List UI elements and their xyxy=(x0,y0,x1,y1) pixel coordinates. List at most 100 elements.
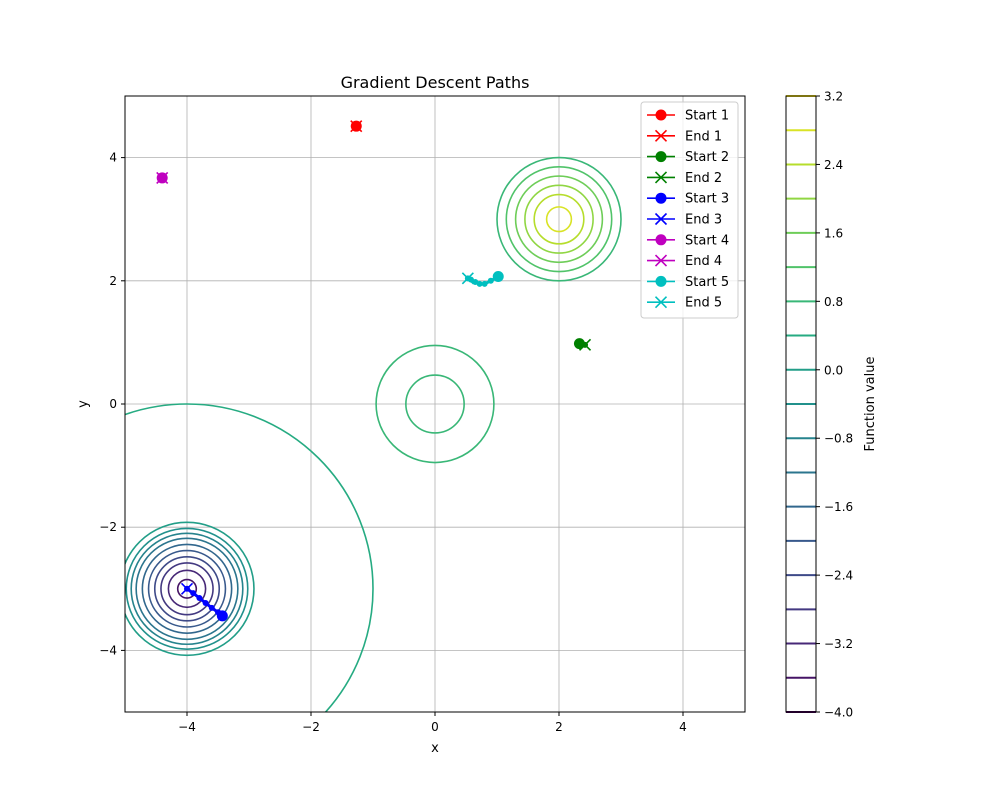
contour-line xyxy=(176,578,198,599)
colorbar-frame xyxy=(785,95,817,713)
start-marker xyxy=(216,610,228,622)
legend-marker-stroke xyxy=(654,212,668,226)
legend-label: End 5 xyxy=(685,296,722,311)
legend-entry: Start 2 xyxy=(647,150,729,165)
colorbar-tick-label: −3.2 xyxy=(824,637,853,651)
x-tick-label: −2 xyxy=(302,720,320,734)
colorbar-tick-label: −4.0 xyxy=(824,706,853,720)
legend-entry: End 3 xyxy=(647,213,722,228)
legend-marker xyxy=(655,234,667,246)
legend-label: Start 1 xyxy=(685,109,729,124)
end-marker-stroke xyxy=(180,582,194,595)
legend-marker xyxy=(655,109,667,121)
path-markers xyxy=(156,120,592,622)
legend-marker xyxy=(655,192,667,204)
descent-path-point xyxy=(487,277,494,284)
legend-entry: Start 1 xyxy=(647,109,729,124)
legend-marker-stroke xyxy=(654,254,668,267)
legend-marker xyxy=(655,275,667,287)
end-marker xyxy=(180,582,194,595)
colorbar-level-lines xyxy=(786,95,816,713)
contour-line xyxy=(167,569,207,609)
x-tick-label: 0 xyxy=(431,720,439,734)
legend: Start 1 End 1 Start 2 End 2 Start 3 End 3 Star… xyxy=(640,101,739,319)
legend-label: End 3 xyxy=(685,213,722,228)
contour-line xyxy=(524,184,594,254)
colorbar-ticks: 3.2 2.4 1.6 0.8 0.0 −0.8 −1.6 −2.4 −3.2 −4.0 xyxy=(816,90,853,720)
colorbar-tick-label: 1.6 xyxy=(824,226,843,240)
descent-path-point xyxy=(196,595,203,602)
contour-line xyxy=(135,537,239,641)
contour-line xyxy=(125,521,255,657)
descent-path-point xyxy=(208,604,215,611)
colorbar-tick-label: 0.8 xyxy=(824,295,843,309)
legend-label: End 2 xyxy=(685,171,722,186)
legend-label: Start 3 xyxy=(685,192,729,207)
colorbar: 3.2 2.4 1.6 0.8 0.0 −0.8 −1.6 −2.4 −3.2 −4.0 Func… xyxy=(785,90,878,720)
legend-entry: Start 5 xyxy=(647,275,729,290)
chart-title: Gradient Descent Paths xyxy=(341,73,530,92)
contour-line xyxy=(375,344,495,464)
start-marker xyxy=(573,338,585,350)
contour-line xyxy=(125,403,374,712)
legend-entry: End 2 xyxy=(647,171,722,186)
end-marker-stroke xyxy=(461,272,474,285)
legend-marker-stroke xyxy=(654,171,668,184)
contour-line xyxy=(130,532,244,646)
legend-marker xyxy=(654,212,668,226)
contour-lines xyxy=(125,156,622,712)
descent-path-point xyxy=(481,280,488,287)
legend-marker xyxy=(654,254,668,267)
contour-line xyxy=(514,175,604,264)
contour-line xyxy=(405,374,465,434)
legend-marker-stroke xyxy=(654,296,668,309)
legend-entry: End 4 xyxy=(647,254,722,269)
legend-label: Start 4 xyxy=(685,233,729,248)
end-marker-stroke xyxy=(350,120,363,133)
end-marker-stroke xyxy=(578,338,592,351)
colorbar-label: Function value xyxy=(863,357,878,452)
y-axis-label: y xyxy=(76,400,91,408)
descent-path-point xyxy=(202,599,209,606)
legend-label: End 1 xyxy=(685,129,722,144)
end-marker-stroke xyxy=(156,171,169,184)
contour-line xyxy=(147,549,227,628)
start-marker xyxy=(492,270,504,282)
colorbar-tick-label: 2.4 xyxy=(824,158,843,172)
y-tick-label: −2 xyxy=(99,520,117,534)
contour-line xyxy=(160,562,214,616)
contour-line xyxy=(545,206,573,233)
colorbar-tick-label: 3.2 xyxy=(824,90,843,104)
legend-marker xyxy=(654,171,668,184)
colorbar-tick-label: −1.6 xyxy=(824,500,853,514)
colorbar-tick-label: −0.8 xyxy=(824,432,853,446)
x-tick-label: −4 xyxy=(178,720,196,734)
y-tick-label: 4 xyxy=(109,151,117,165)
end-marker xyxy=(350,120,363,133)
end-marker xyxy=(578,338,592,351)
end-marker xyxy=(156,171,169,184)
contour-line xyxy=(153,555,221,622)
y-tick-label: 0 xyxy=(109,397,117,411)
x-tick-label: 4 xyxy=(679,720,687,734)
legend-entry: End 5 xyxy=(647,296,722,311)
legend-label: End 4 xyxy=(685,254,722,269)
contour-line xyxy=(141,543,233,634)
legend-marker xyxy=(654,296,668,309)
end-marker xyxy=(461,272,474,285)
y-tick-label: 2 xyxy=(109,274,117,288)
legend-entry: Start 4 xyxy=(647,233,729,248)
legend-label: Start 2 xyxy=(685,150,729,165)
legend-marker-stroke xyxy=(654,129,668,142)
legend-marker xyxy=(655,151,667,163)
y-tick-label: −4 xyxy=(99,643,117,657)
x-axis-ticks: −4 −2 0 2 4 xyxy=(178,712,687,734)
legend-entry: Start 3 xyxy=(647,192,729,207)
contour-line xyxy=(505,166,613,273)
legend-entry: End 1 xyxy=(647,129,722,144)
legend-marker xyxy=(654,129,668,142)
x-tick-label: 2 xyxy=(555,720,563,734)
x-axis-label: x xyxy=(431,741,439,756)
